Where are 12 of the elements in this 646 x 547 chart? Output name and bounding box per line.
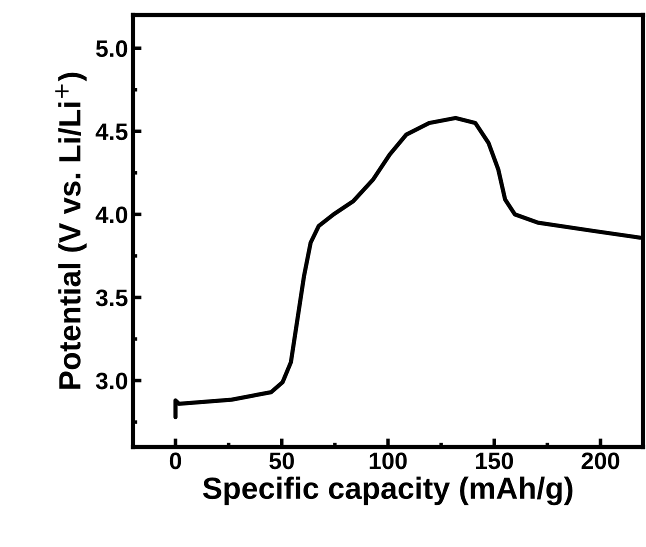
- x-axis-title: Specific capacity (mAh/g): [202, 476, 572, 506]
- y-tick-label: 4.5: [96, 124, 128, 140]
- y-tick-label: 3.5: [96, 290, 128, 306]
- x-tick-label: 200: [582, 452, 620, 470]
- x-tick-label: 150: [476, 452, 513, 470]
- y-tick-label: 4.0: [96, 206, 128, 224]
- y-tick-label: 3.0: [96, 372, 128, 390]
- x-tick-label: 0: [170, 452, 182, 470]
- x-tick-label: 100: [370, 452, 407, 470]
- y-tick-label: 5.0: [96, 40, 128, 58]
- x-tick-label: 50: [269, 452, 294, 470]
- y-axis-title: Potential (V vs. Li/Li$^{+}$): [55, 72, 87, 389]
